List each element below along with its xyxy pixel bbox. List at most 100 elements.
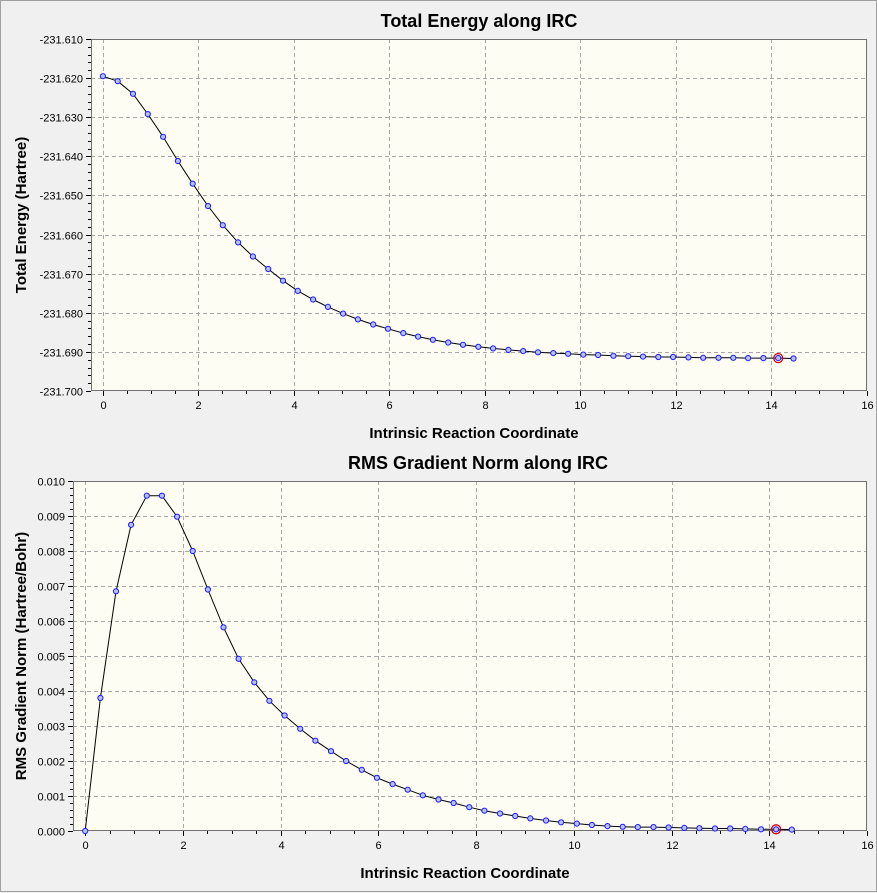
- data-point: [219, 222, 226, 229]
- total-energy-chart: 0 2 4 6 8 10 12 14 16 -231.610 -231.620 -231.630 -23…: [13, 11, 874, 442]
- data-point: [204, 586, 211, 593]
- data-point: [534, 349, 542, 356]
- data-point: [550, 350, 557, 357]
- x-tick-label: 4: [278, 840, 284, 852]
- data-point: [294, 287, 301, 294]
- data-point: [249, 253, 256, 260]
- x-tick-label: 2: [195, 400, 201, 412]
- y-tick-label: 0.008: [37, 547, 65, 559]
- data-point: [773, 826, 780, 833]
- y-tick-label: -231.650: [40, 191, 83, 203]
- rms-gradient-x-axis-title: Intrinsic Reaction Coordinate: [360, 865, 569, 882]
- y-tick-label: 0.010: [37, 477, 65, 489]
- data-point: [634, 824, 641, 831]
- data-point: [459, 341, 467, 348]
- data-point: [128, 521, 135, 528]
- total-energy-plot-frame: [91, 39, 867, 391]
- y-tick-label: -231.660: [40, 231, 83, 243]
- data-point: [373, 774, 380, 781]
- data-point: [650, 824, 657, 831]
- data-point: [520, 348, 527, 355]
- data-point: [415, 333, 422, 340]
- data-point: [760, 355, 767, 362]
- data-point: [466, 804, 473, 811]
- y-tick-label: -231.670: [40, 270, 83, 282]
- data-point: [610, 352, 617, 359]
- rms-gradient-ticks: 0 2 4 6 8 10 12 14 16 0.000 0.001 0.002 0.003 0.004 0.…: [37, 477, 873, 853]
- data-point: [144, 111, 151, 118]
- data-point: [310, 296, 317, 303]
- data-point: [665, 824, 672, 831]
- data-point: [143, 492, 150, 499]
- y-tick-label: -231.610: [40, 35, 83, 47]
- data-point: [496, 810, 504, 817]
- data-point: [97, 694, 104, 702]
- data-point: [189, 547, 196, 555]
- data-point: [542, 817, 550, 824]
- rms-gradient-plot-frame: [73, 481, 867, 831]
- data-point: [696, 825, 703, 832]
- x-tick-label: 0: [82, 840, 88, 852]
- data-point: [512, 812, 519, 820]
- data-point: [429, 336, 436, 343]
- data-point: [700, 354, 707, 361]
- data-point: [565, 350, 572, 357]
- x-tick-label: 10: [568, 840, 580, 852]
- data-point: [445, 339, 452, 346]
- data-point: [558, 819, 565, 826]
- y-tick-label: -231.680: [40, 309, 83, 321]
- y-tick-label: 0.005: [37, 652, 65, 664]
- data-point: [681, 824, 688, 832]
- data-point: [251, 679, 258, 686]
- data-point: [670, 353, 677, 361]
- data-point: [481, 807, 488, 814]
- data-point: [595, 351, 602, 359]
- y-tick-label: -231.640: [40, 152, 83, 164]
- data-point: [505, 346, 512, 353]
- data-point: [384, 325, 392, 332]
- total-energy-x-axis-title: Intrinsic Reaction Coordinate: [369, 425, 578, 442]
- data-point: [790, 355, 797, 362]
- data-point: [588, 821, 596, 829]
- total-energy-series: [99, 73, 797, 364]
- data-point: [625, 353, 632, 360]
- data-point: [174, 157, 181, 165]
- y-tick-label: -231.700: [40, 387, 83, 399]
- data-point: [158, 492, 165, 499]
- data-point: [685, 354, 692, 361]
- data-point: [235, 239, 242, 246]
- data-point: [312, 737, 319, 744]
- data-point: [475, 343, 482, 350]
- x-tick-label: 10: [574, 400, 586, 412]
- data-point: [160, 133, 167, 140]
- x-tick-label: 14: [765, 400, 777, 412]
- data-point: [730, 354, 737, 361]
- y-tick-label: 0.000: [37, 827, 65, 839]
- rms-gradient-title: RMS Gradient Norm along IRC: [348, 453, 608, 473]
- y-tick-label: 0.001: [37, 792, 65, 804]
- y-tick-label: 0.003: [37, 722, 65, 734]
- data-point: [204, 202, 212, 210]
- data-point: [711, 825, 719, 832]
- current-point-marker: [770, 824, 782, 835]
- x-tick-label: 16: [861, 840, 873, 852]
- data-point: [527, 815, 534, 822]
- data-point: [266, 697, 273, 704]
- total-energy-y-axis-title: Total Energy (Hartree): [13, 137, 30, 293]
- data-point: [281, 712, 288, 719]
- data-point: [112, 588, 120, 595]
- rms-gradient-chart: 0 2 4 6 8 10 12 14 16 0.000 0.001 0.002 0.003 0.004 0.…: [13, 453, 874, 882]
- data-point: [450, 799, 457, 807]
- data-point: [340, 310, 347, 317]
- data-point: [114, 78, 121, 85]
- data-point: [389, 781, 396, 788]
- rms-gradient-grid: [73, 481, 867, 831]
- data-point: [788, 826, 795, 833]
- data-point: [99, 73, 107, 80]
- total-energy-plot-area: [91, 39, 867, 391]
- data-point: [757, 826, 765, 833]
- rms-gradient-series: [82, 492, 795, 835]
- data-point: [129, 90, 137, 97]
- current-point-marker: [773, 352, 784, 364]
- data-point: [82, 827, 89, 835]
